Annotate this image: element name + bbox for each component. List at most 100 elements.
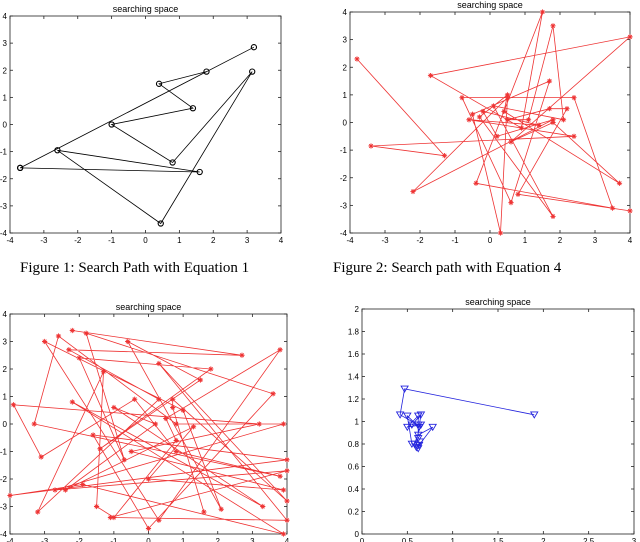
data-point bbox=[80, 481, 86, 488]
y-tick-label: 0 bbox=[355, 530, 360, 539]
data-point bbox=[546, 78, 553, 84]
figure-2-caption: Figure 2: Search path with Equation 4 bbox=[333, 260, 562, 276]
x-tick-label: 1 bbox=[523, 236, 528, 245]
data-point bbox=[403, 423, 412, 432]
data-point bbox=[508, 200, 514, 206]
y-tick-label: 4 bbox=[3, 12, 8, 21]
figure-1-caption: Figure 1: Search Path with Equation 1 bbox=[20, 260, 250, 276]
data-point bbox=[416, 421, 426, 429]
data-point bbox=[152, 421, 159, 427]
data-point bbox=[173, 448, 179, 455]
data-point bbox=[546, 106, 553, 112]
data-point bbox=[256, 421, 262, 427]
x-tick-label: 2.5 bbox=[583, 537, 595, 542]
x-tick-label: -3 bbox=[41, 537, 49, 542]
data-point bbox=[155, 80, 163, 87]
plot-search-path-equation-1: searching space -4 -3 -2 -1 0 1 2 3 4 -4 -3 -2 -1 0 1 2 3… bbox=[0, 4, 284, 245]
data-point bbox=[52, 487, 58, 493]
y-tick-label: -3 bbox=[0, 503, 8, 512]
data-point bbox=[480, 108, 486, 115]
x-tick-label: -1 bbox=[108, 236, 116, 245]
data-point bbox=[108, 121, 115, 128]
x-tick-label: 4 bbox=[279, 236, 284, 245]
data-point bbox=[156, 360, 162, 367]
data-point bbox=[518, 125, 525, 131]
data-point bbox=[83, 330, 89, 336]
data-point bbox=[90, 432, 96, 438]
x-tick-label: -2 bbox=[76, 537, 84, 542]
data-point bbox=[627, 208, 633, 214]
data-point bbox=[145, 476, 152, 482]
data-point bbox=[125, 338, 131, 345]
data-point bbox=[121, 457, 127, 463]
chart-title: searching space bbox=[465, 297, 531, 307]
data-point bbox=[173, 437, 179, 444]
x-tick-label: 0 bbox=[360, 537, 365, 542]
data-point bbox=[550, 213, 556, 220]
data-point bbox=[476, 114, 483, 120]
y-tick-label: 1.2 bbox=[348, 395, 360, 404]
data-point bbox=[609, 205, 616, 211]
data-point bbox=[35, 509, 41, 515]
y-tick-label: -2 bbox=[0, 475, 8, 484]
data-point bbox=[208, 366, 214, 372]
data-point bbox=[284, 517, 290, 523]
data-point bbox=[400, 385, 409, 393]
y-tick-label: 1.6 bbox=[348, 350, 360, 359]
x-tick-label: 0 bbox=[488, 236, 493, 245]
data-point bbox=[416, 411, 426, 419]
data-point bbox=[100, 369, 107, 375]
data-point bbox=[413, 435, 423, 443]
y-tick-label: 0.6 bbox=[348, 463, 360, 472]
data-point bbox=[490, 103, 497, 109]
data-point bbox=[31, 421, 37, 427]
x-tick-label: -2 bbox=[74, 236, 82, 245]
x-tick-label: 1.5 bbox=[492, 537, 504, 542]
y-tick-label: -4 bbox=[340, 229, 348, 238]
y-tick-label: -3 bbox=[340, 201, 348, 210]
data-point bbox=[410, 188, 416, 195]
y-tick-label: -1 bbox=[0, 448, 8, 457]
x-tick-label: -1 bbox=[110, 537, 118, 542]
data-point bbox=[413, 445, 423, 453]
data-point bbox=[494, 133, 500, 139]
chart-title: searching space bbox=[113, 4, 179, 14]
x-tick-label: 2 bbox=[541, 537, 546, 542]
data-point bbox=[156, 396, 162, 402]
x-tick-label: 3 bbox=[250, 537, 255, 542]
data-point bbox=[466, 117, 472, 123]
y-tick-label: 0 bbox=[343, 119, 348, 128]
data-point bbox=[395, 411, 405, 419]
data-point bbox=[571, 95, 577, 101]
data-point bbox=[145, 525, 152, 532]
y-tick-label: 0.2 bbox=[348, 508, 360, 517]
data-point bbox=[550, 117, 556, 123]
y-tick-label: -2 bbox=[340, 174, 348, 183]
y-tick-label: 2 bbox=[355, 305, 360, 314]
data-point bbox=[280, 487, 287, 493]
data-point bbox=[190, 424, 197, 430]
x-tick-label: 2 bbox=[211, 236, 216, 245]
data-point bbox=[97, 446, 103, 452]
data-point bbox=[54, 147, 61, 154]
y-tick-label: 1 bbox=[355, 418, 360, 427]
data-point bbox=[536, 122, 542, 128]
plot-search-path-bottom-right: searching space 0 0.5 1 1.5 2 2.5 3 0 0.2 0.4 0.6 0.… bbox=[348, 297, 637, 542]
data-point bbox=[260, 503, 266, 510]
data-point bbox=[250, 44, 258, 51]
y-tick-label: 3 bbox=[3, 39, 8, 48]
data-point bbox=[550, 23, 556, 29]
y-tick-label: 0.8 bbox=[348, 440, 360, 449]
data-point bbox=[42, 338, 48, 345]
data-point bbox=[180, 407, 186, 413]
data-point bbox=[69, 327, 75, 334]
data-point bbox=[571, 133, 577, 139]
y-tick-label: -4 bbox=[0, 229, 8, 238]
y-tick-label: 0.4 bbox=[348, 485, 360, 494]
x-tick-label: 3 bbox=[593, 236, 598, 245]
data-point bbox=[410, 440, 419, 449]
data-point bbox=[239, 352, 245, 358]
data-point bbox=[550, 119, 556, 126]
data-point bbox=[189, 105, 197, 112]
